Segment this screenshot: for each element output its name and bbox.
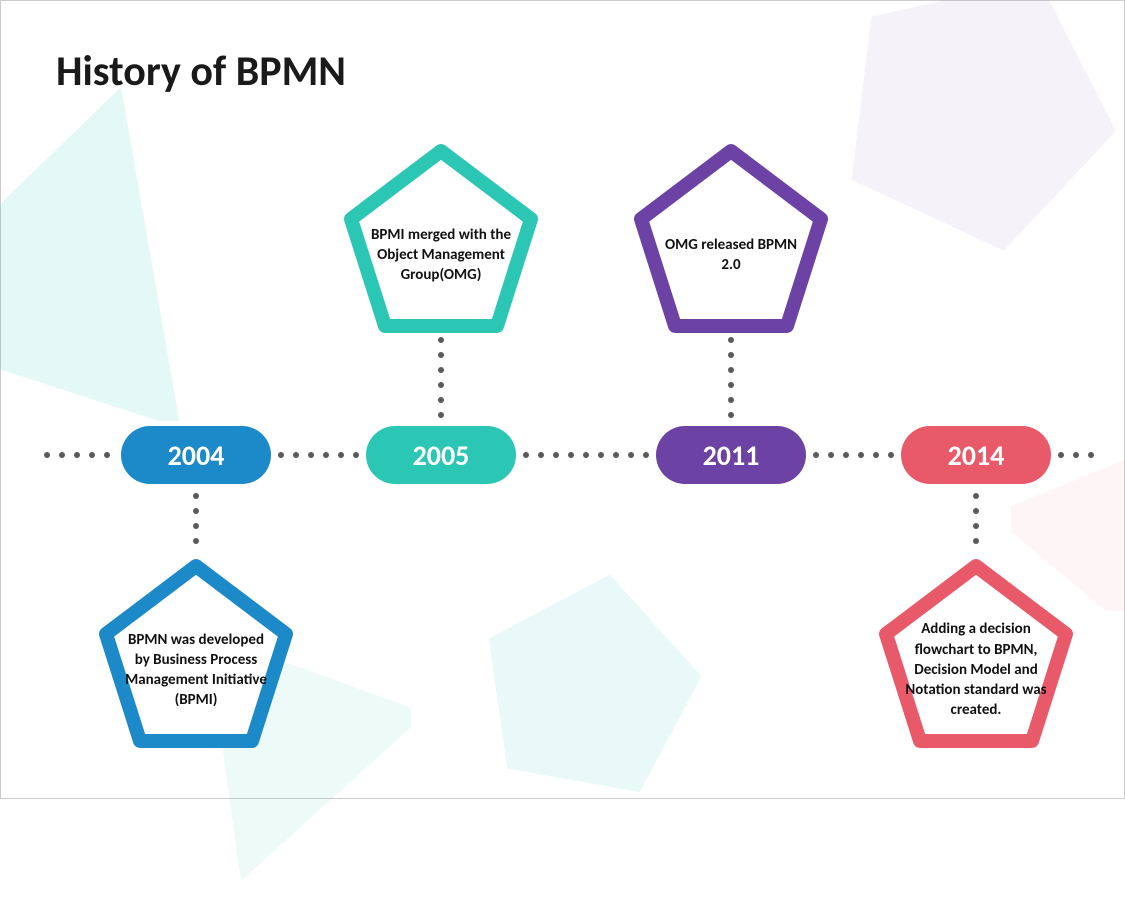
connector-dots	[728, 332, 734, 422]
timeline-dots	[518, 452, 653, 458]
year-pill-2011: 2011	[656, 426, 806, 484]
callout-pentagon-2004: BPMN was developed by Business Process M…	[96, 556, 296, 751]
bg-pentagon-icon	[471, 561, 711, 801]
timeline-dots	[273, 452, 363, 458]
callout-pentagon-2005: BPMI merged with the Object Management G…	[341, 141, 541, 336]
callout-pentagon-2014: Adding a decision flowchart to BPMN, Dec…	[876, 556, 1076, 751]
year-pill-2005: 2005	[366, 426, 516, 484]
connector-dots	[193, 488, 199, 548]
callout-text: BPMI merged with the Object Management G…	[365, 189, 517, 321]
bg-pentagon-icon	[831, 0, 1125, 251]
year-pill-2014: 2014	[901, 426, 1051, 484]
callout-text: OMG released BPMN 2.0	[655, 189, 807, 321]
year-pill-2004: 2004	[121, 426, 271, 484]
page-title: History of BPMN	[56, 46, 346, 97]
timeline-dots	[39, 452, 114, 458]
timeline-dots	[808, 452, 898, 458]
connector-dots	[973, 488, 979, 548]
callout-pentagon-2011: OMG released BPMN 2.0	[631, 141, 831, 336]
connector-dots	[438, 332, 444, 422]
callout-text: BPMN was developed by Business Process M…	[120, 604, 272, 736]
timeline-dots	[1053, 452, 1098, 458]
bg-triangle-icon	[0, 61, 251, 421]
callout-text: Adding a decision flowchart to BPMN, Dec…	[900, 604, 1052, 736]
